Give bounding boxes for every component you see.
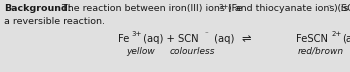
Text: yellow: yellow xyxy=(126,47,155,56)
Text: ⁻: ⁻ xyxy=(205,31,209,37)
Text: 2+: 2+ xyxy=(332,31,342,37)
Text: Background:: Background: xyxy=(4,4,71,13)
Text: ⇌: ⇌ xyxy=(241,34,251,44)
Text: Fe: Fe xyxy=(118,34,130,44)
Text: 3+: 3+ xyxy=(131,31,141,37)
Text: red/brown: red/brown xyxy=(298,47,344,56)
Text: ⁻: ⁻ xyxy=(328,4,332,10)
Text: (aq): (aq) xyxy=(211,34,234,44)
Text: ) is: ) is xyxy=(334,4,348,13)
Text: FeSCN: FeSCN xyxy=(296,34,328,44)
Text: (aq): (aq) xyxy=(342,34,350,44)
Text: (aq) + SCN: (aq) + SCN xyxy=(140,34,199,44)
Text: The reaction between iron(III) ions (Fe: The reaction between iron(III) ions (Fe xyxy=(56,4,242,13)
Text: a reversible reaction.: a reversible reaction. xyxy=(4,17,105,26)
Text: colourless: colourless xyxy=(170,47,216,56)
Text: 3+: 3+ xyxy=(218,4,228,10)
Text: ) and thiocyanate ions (SCN: ) and thiocyanate ions (SCN xyxy=(228,4,350,13)
